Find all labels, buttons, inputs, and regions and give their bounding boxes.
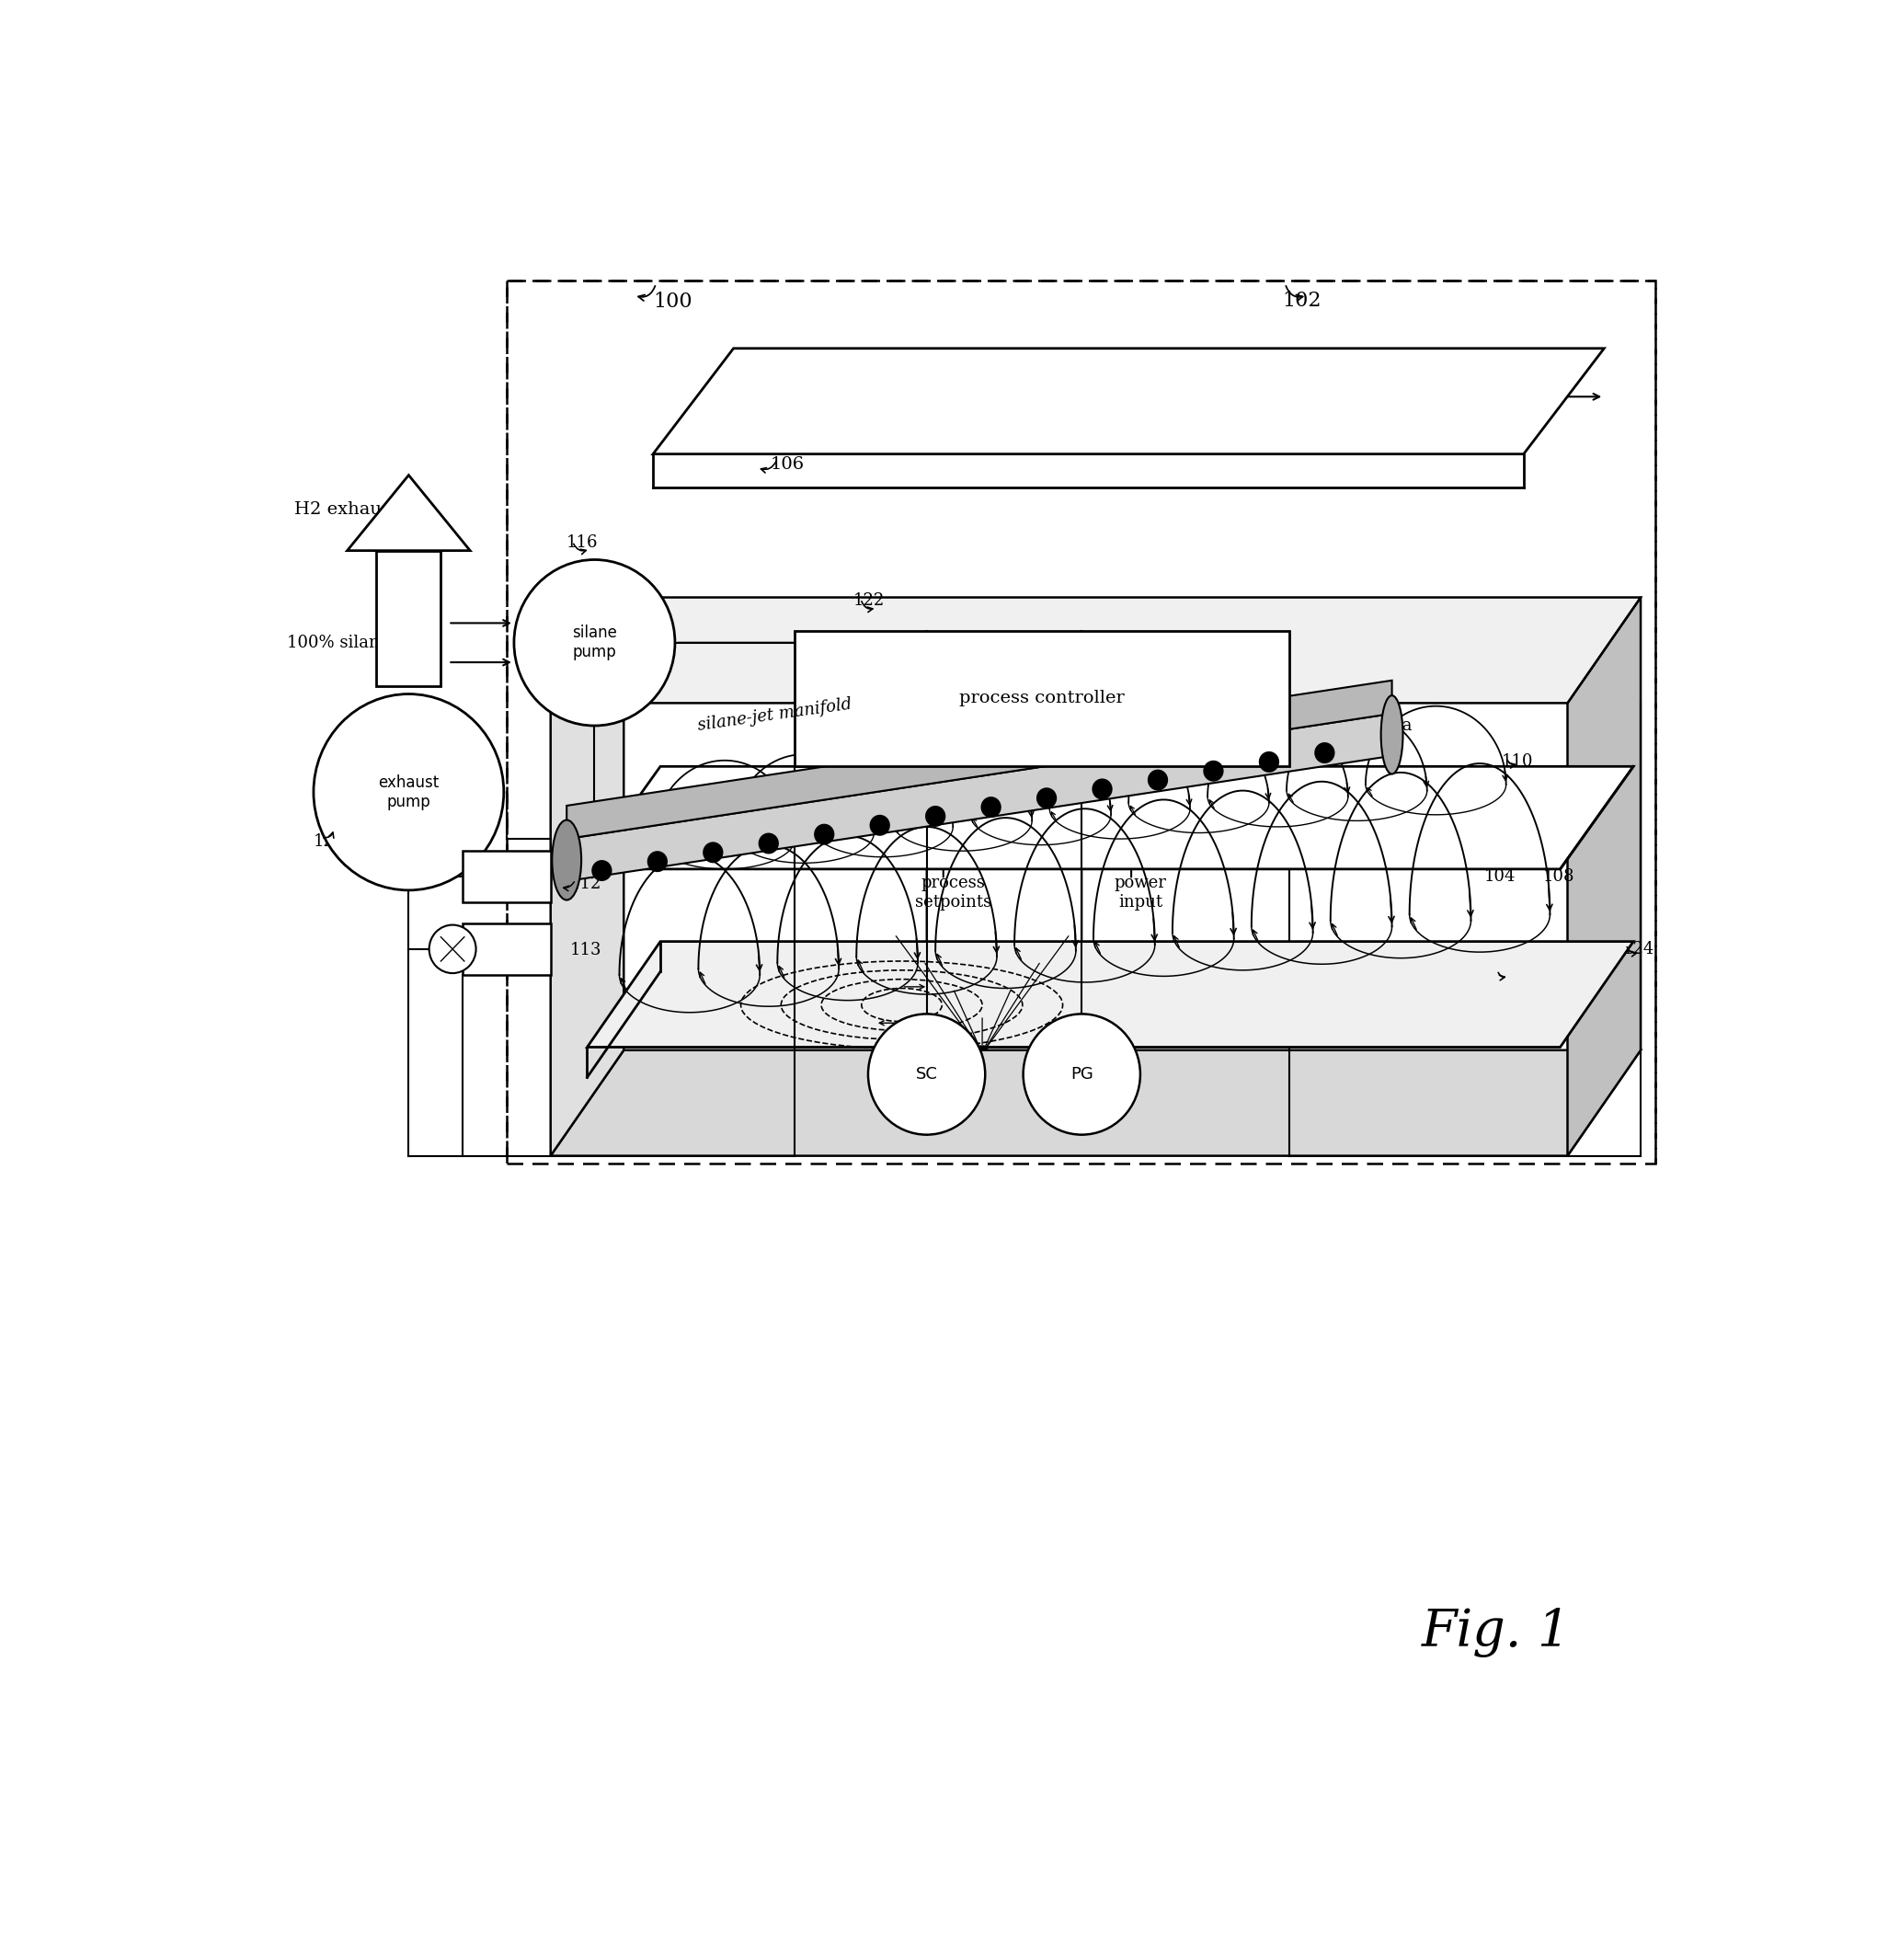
Polygon shape: [1567, 598, 1641, 1156]
Text: 122: 122: [853, 592, 885, 610]
Text: 124: 124: [1624, 941, 1654, 956]
Text: plasma power: plasma power: [1274, 778, 1391, 794]
Text: 126: 126: [1493, 966, 1524, 982]
Circle shape: [759, 833, 780, 855]
Circle shape: [591, 860, 612, 882]
Text: 106: 106: [770, 457, 804, 472]
Text: Fig. 1: Fig. 1: [1422, 1607, 1571, 1658]
FancyArrowPatch shape: [1499, 972, 1505, 980]
Circle shape: [313, 694, 504, 890]
Circle shape: [1091, 778, 1112, 800]
Ellipse shape: [1380, 696, 1403, 774]
Text: silane
pump: silane pump: [572, 625, 617, 661]
Text: SC: SC: [916, 1066, 938, 1082]
Ellipse shape: [551, 819, 582, 900]
FancyArrowPatch shape: [323, 833, 334, 839]
Text: H2 exhaust: H2 exhaust: [295, 502, 398, 517]
Text: 100: 100: [653, 292, 693, 312]
FancyArrowPatch shape: [761, 461, 776, 472]
Circle shape: [1203, 760, 1223, 782]
Circle shape: [1314, 743, 1335, 764]
Text: roll-vortex plasma: roll-vortex plasma: [1261, 717, 1412, 733]
Text: 102: 102: [1282, 290, 1322, 312]
Polygon shape: [551, 598, 1641, 704]
Bar: [795, 631, 1290, 766]
Circle shape: [1148, 770, 1169, 790]
Polygon shape: [376, 551, 442, 686]
Text: 108: 108: [1542, 868, 1575, 884]
Text: PG: PG: [1070, 1066, 1093, 1082]
Circle shape: [980, 796, 1001, 817]
Text: silane-jet manifold: silane-jet manifold: [697, 696, 853, 733]
Text: 113: 113: [570, 943, 602, 958]
Circle shape: [925, 806, 946, 827]
Text: 104: 104: [1484, 868, 1516, 884]
Circle shape: [870, 815, 889, 835]
Circle shape: [514, 561, 676, 725]
Circle shape: [1037, 788, 1057, 809]
FancyArrowPatch shape: [1627, 947, 1637, 956]
Polygon shape: [551, 1051, 1641, 1156]
Polygon shape: [653, 349, 1605, 455]
FancyArrowPatch shape: [574, 543, 585, 555]
Polygon shape: [566, 680, 1391, 839]
FancyArrowPatch shape: [638, 286, 655, 300]
Text: process
setpoints: process setpoints: [914, 874, 991, 911]
Text: power
input: power input: [1114, 874, 1167, 911]
FancyArrowPatch shape: [1507, 760, 1514, 768]
Text: 118: 118: [1031, 1035, 1063, 1051]
Polygon shape: [566, 713, 1391, 882]
Polygon shape: [347, 474, 470, 551]
Text: 116: 116: [566, 535, 598, 551]
FancyArrowPatch shape: [1286, 286, 1303, 300]
Text: 128: 128: [506, 943, 538, 958]
FancyArrowPatch shape: [563, 882, 574, 892]
Circle shape: [1023, 1013, 1140, 1135]
Circle shape: [648, 851, 668, 872]
Text: 112: 112: [570, 876, 600, 892]
Polygon shape: [587, 941, 1633, 1047]
FancyArrowPatch shape: [861, 602, 872, 612]
Bar: [463, 923, 551, 974]
Text: process controller: process controller: [959, 690, 1125, 708]
Text: exhaust
pump: exhaust pump: [378, 774, 440, 809]
Text: 114: 114: [863, 1035, 893, 1051]
Circle shape: [702, 843, 723, 862]
Polygon shape: [587, 766, 1633, 868]
Circle shape: [1259, 751, 1280, 772]
Circle shape: [814, 823, 834, 845]
Circle shape: [868, 1013, 986, 1135]
Text: 110: 110: [1501, 753, 1533, 770]
Polygon shape: [551, 598, 623, 1156]
Text: 100% silane: 100% silane: [287, 635, 389, 651]
Circle shape: [429, 925, 476, 974]
Bar: [506, 280, 1656, 1164]
Bar: [463, 851, 551, 902]
Text: 120: 120: [313, 833, 346, 851]
